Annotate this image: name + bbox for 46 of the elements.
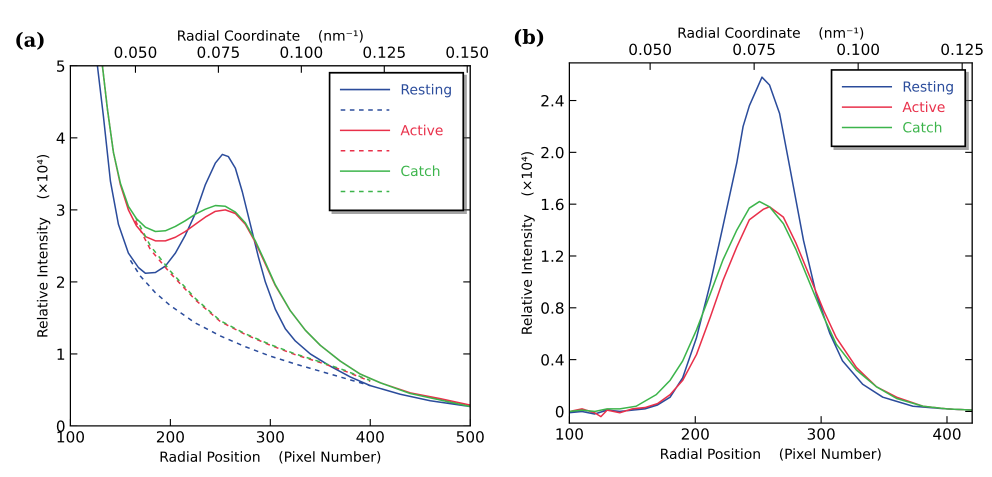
x2-tick-label: 0.050 bbox=[114, 46, 156, 58]
legend-label: Resting bbox=[402, 84, 451, 98]
y-tick-label: 5 bbox=[57, 60, 64, 72]
x2-tick-label: 0.050 bbox=[629, 44, 671, 56]
x2-tick-label: 0.100 bbox=[837, 44, 880, 56]
x-axis-title: Radial Position (Pixel Number) bbox=[160, 451, 380, 464]
y-tick-label: 0 bbox=[556, 406, 564, 418]
x2-tick-label: 0.150 bbox=[446, 46, 488, 58]
x2-tick-label: 0.075 bbox=[733, 44, 775, 56]
y-axis-title: Relative Intensity (×10⁴) bbox=[36, 154, 50, 337]
x-tick-label: 300 bbox=[256, 431, 284, 443]
x-axis-title: Radial Position (Pixel Number) bbox=[661, 448, 881, 461]
x-tick-label: 200 bbox=[682, 428, 709, 440]
chart-title: (a) bbox=[16, 32, 44, 50]
x-tick-label: 500 bbox=[456, 431, 484, 443]
y-tick-label: 4 bbox=[56, 132, 65, 144]
y-tick-label: 2 bbox=[56, 276, 64, 288]
x2-axis-title: Radial Coordinate (nm⁻¹) bbox=[678, 27, 864, 40]
y-tick-label: 1 bbox=[58, 348, 64, 360]
x2-tick-label: 0.100 bbox=[280, 46, 322, 58]
y-tick-label: 2.4 bbox=[541, 94, 564, 106]
y-tick-label: 1.6 bbox=[542, 198, 564, 210]
x-tick-label: 300 bbox=[808, 428, 835, 440]
x2-tick-label: 0.125 bbox=[363, 46, 405, 58]
legend-label: Catch bbox=[401, 165, 440, 176]
legend-label: Resting bbox=[904, 81, 953, 94]
x2-axis-title: Radial Coordinate (nm⁻¹) bbox=[178, 30, 363, 42]
x2-tick-label: 0.125 bbox=[941, 44, 983, 56]
legend-label: Active bbox=[400, 124, 443, 136]
legend-label: Catch bbox=[903, 122, 942, 133]
y-tick-label: 3 bbox=[57, 204, 64, 216]
x2-tick-label: 0.075 bbox=[198, 46, 239, 58]
y-tick-label: 2.0 bbox=[541, 146, 564, 158]
line-series bbox=[130, 260, 372, 386]
x-tick-label: 400 bbox=[356, 431, 384, 443]
x-tick-label: 400 bbox=[933, 428, 961, 440]
x-tick-label: 100 bbox=[58, 431, 84, 443]
x-tick-label: 200 bbox=[156, 431, 184, 443]
y-tick-label: 0 bbox=[56, 420, 65, 432]
y-tick-label: 0.8 bbox=[541, 302, 564, 314]
y-tick-label: 1.2 bbox=[542, 250, 564, 262]
chart-title: (b) bbox=[514, 29, 544, 47]
legend-label: Active bbox=[902, 101, 945, 112]
y-tick-label: 0.4 bbox=[541, 354, 564, 366]
x-tick-label: 100 bbox=[556, 428, 583, 440]
y-axis-title: Relative Intensity (×10⁴) bbox=[521, 152, 535, 334]
